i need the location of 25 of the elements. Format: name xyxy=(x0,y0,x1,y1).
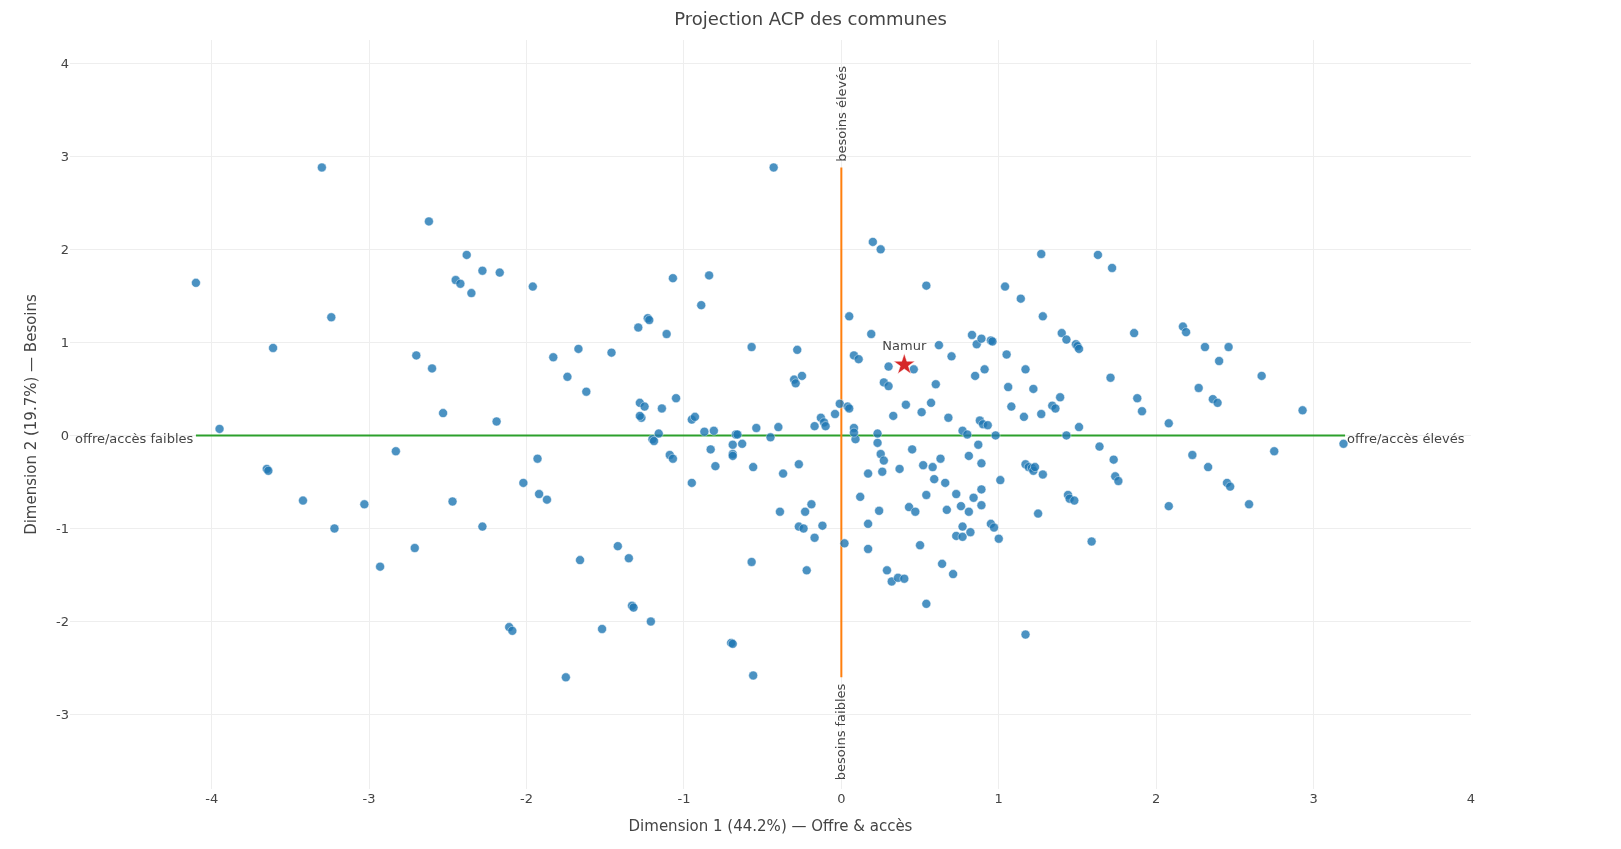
x-tick-label: 1 xyxy=(994,791,1003,806)
x-tick-label: -2 xyxy=(520,791,533,806)
annotation: offre/accès élevés xyxy=(1347,431,1465,446)
x-tick-label: 4 xyxy=(1466,791,1476,806)
annotation: besoins faibles xyxy=(833,683,849,781)
annotation: besoins élevés xyxy=(833,65,849,162)
y-tick-label: -3 xyxy=(56,707,69,723)
y-tick-label: 0 xyxy=(60,427,69,443)
x-tick-label: 3 xyxy=(1309,791,1318,806)
y-tick-label: -2 xyxy=(56,614,69,630)
y-tick-label: 2 xyxy=(60,241,69,257)
y-tick-label: -1 xyxy=(56,521,69,537)
x-tick-label: 2 xyxy=(1152,791,1161,806)
y-tick-label: 3 xyxy=(60,148,69,164)
chart-title: Projection ACP des communes xyxy=(674,8,947,30)
y-axis-title: Dimension 2 (19.7%) — Besoins xyxy=(22,293,41,535)
y-tick-label: 1 xyxy=(60,334,69,350)
x-tick-label: -1 xyxy=(677,791,691,806)
x-axis-title: Dimension 1 (44.2%) — Offre & accès xyxy=(628,817,913,835)
y-tick-label: 4 xyxy=(60,55,69,71)
series-label: Namur xyxy=(882,338,927,354)
x-tick-label: 0 xyxy=(837,791,846,806)
x-tick-label: -3 xyxy=(362,791,376,806)
annotation: offre/accès faibles xyxy=(75,431,194,446)
x-tick-label: -4 xyxy=(205,791,219,806)
